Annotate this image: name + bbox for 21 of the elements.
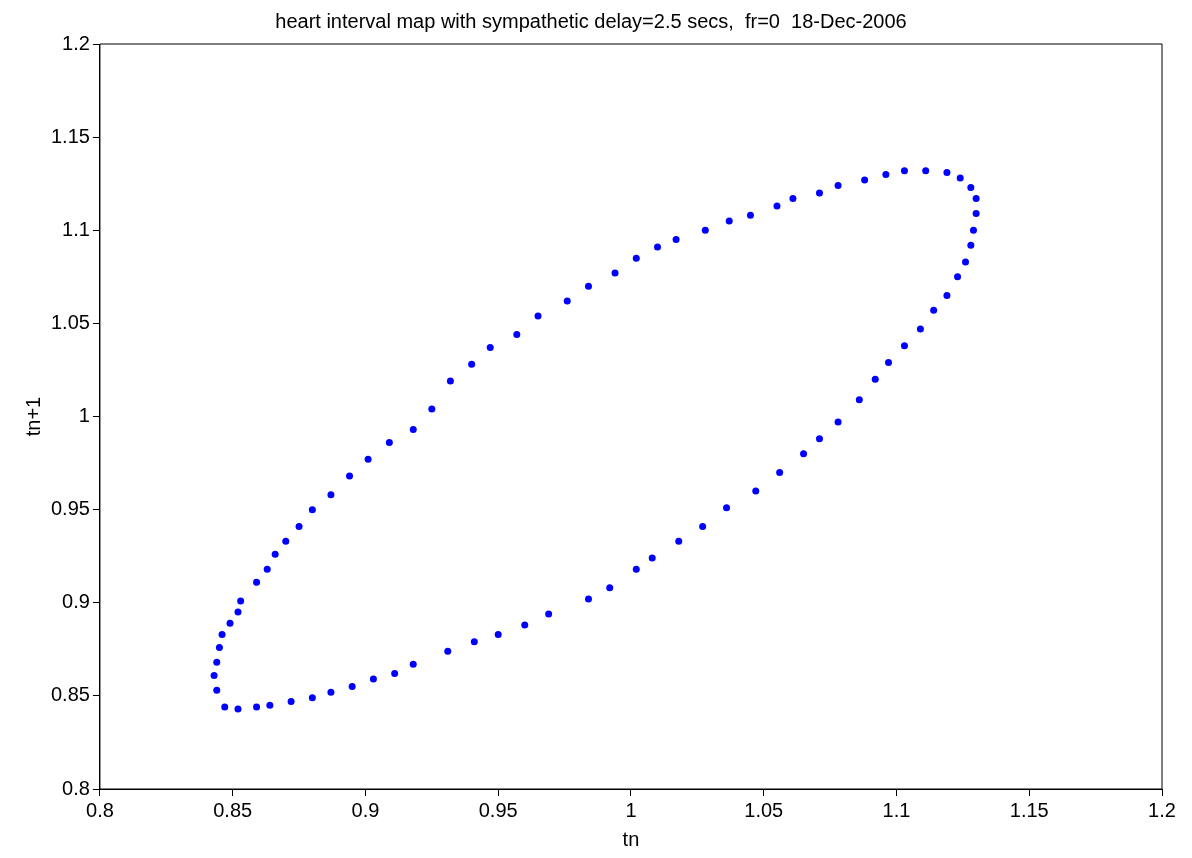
x-tick-label: 0.8 — [86, 798, 114, 821]
x-tick-label: 1.15 — [1009, 798, 1049, 821]
x-tick-label: 1 — [625, 798, 637, 821]
x-axis-title: tn — [622, 827, 640, 850]
x-tick-label: 0.85 — [213, 798, 253, 821]
y-tick-label: 1.15 — [50, 124, 90, 147]
x-tick-label: 0.95 — [478, 798, 518, 821]
y-axis-title: tn+1 — [21, 396, 44, 437]
y-tick-label: 0.9 — [62, 590, 90, 613]
y-tick-label: 0.95 — [50, 497, 90, 520]
x-tick-label: 1.05 — [744, 798, 784, 821]
y-tick-label: 1.2 — [62, 31, 90, 54]
chart-title: heart interval map with sympathetic delay=2.5 secs, fr=0 18-Dec-2006 — [275, 9, 907, 32]
y-tick-label: 1.1 — [62, 217, 90, 240]
y-tick-label: 0.85 — [50, 683, 90, 706]
x-tick-label: 1.2 — [1148, 798, 1176, 821]
x-tick-label: 1.1 — [882, 798, 911, 821]
y-tick-label: 1 — [78, 404, 90, 427]
y-tick-label: 0.8 — [62, 776, 90, 799]
x-tick-label: 0.9 — [351, 798, 380, 821]
y-tick-label: 1.05 — [50, 310, 90, 333]
